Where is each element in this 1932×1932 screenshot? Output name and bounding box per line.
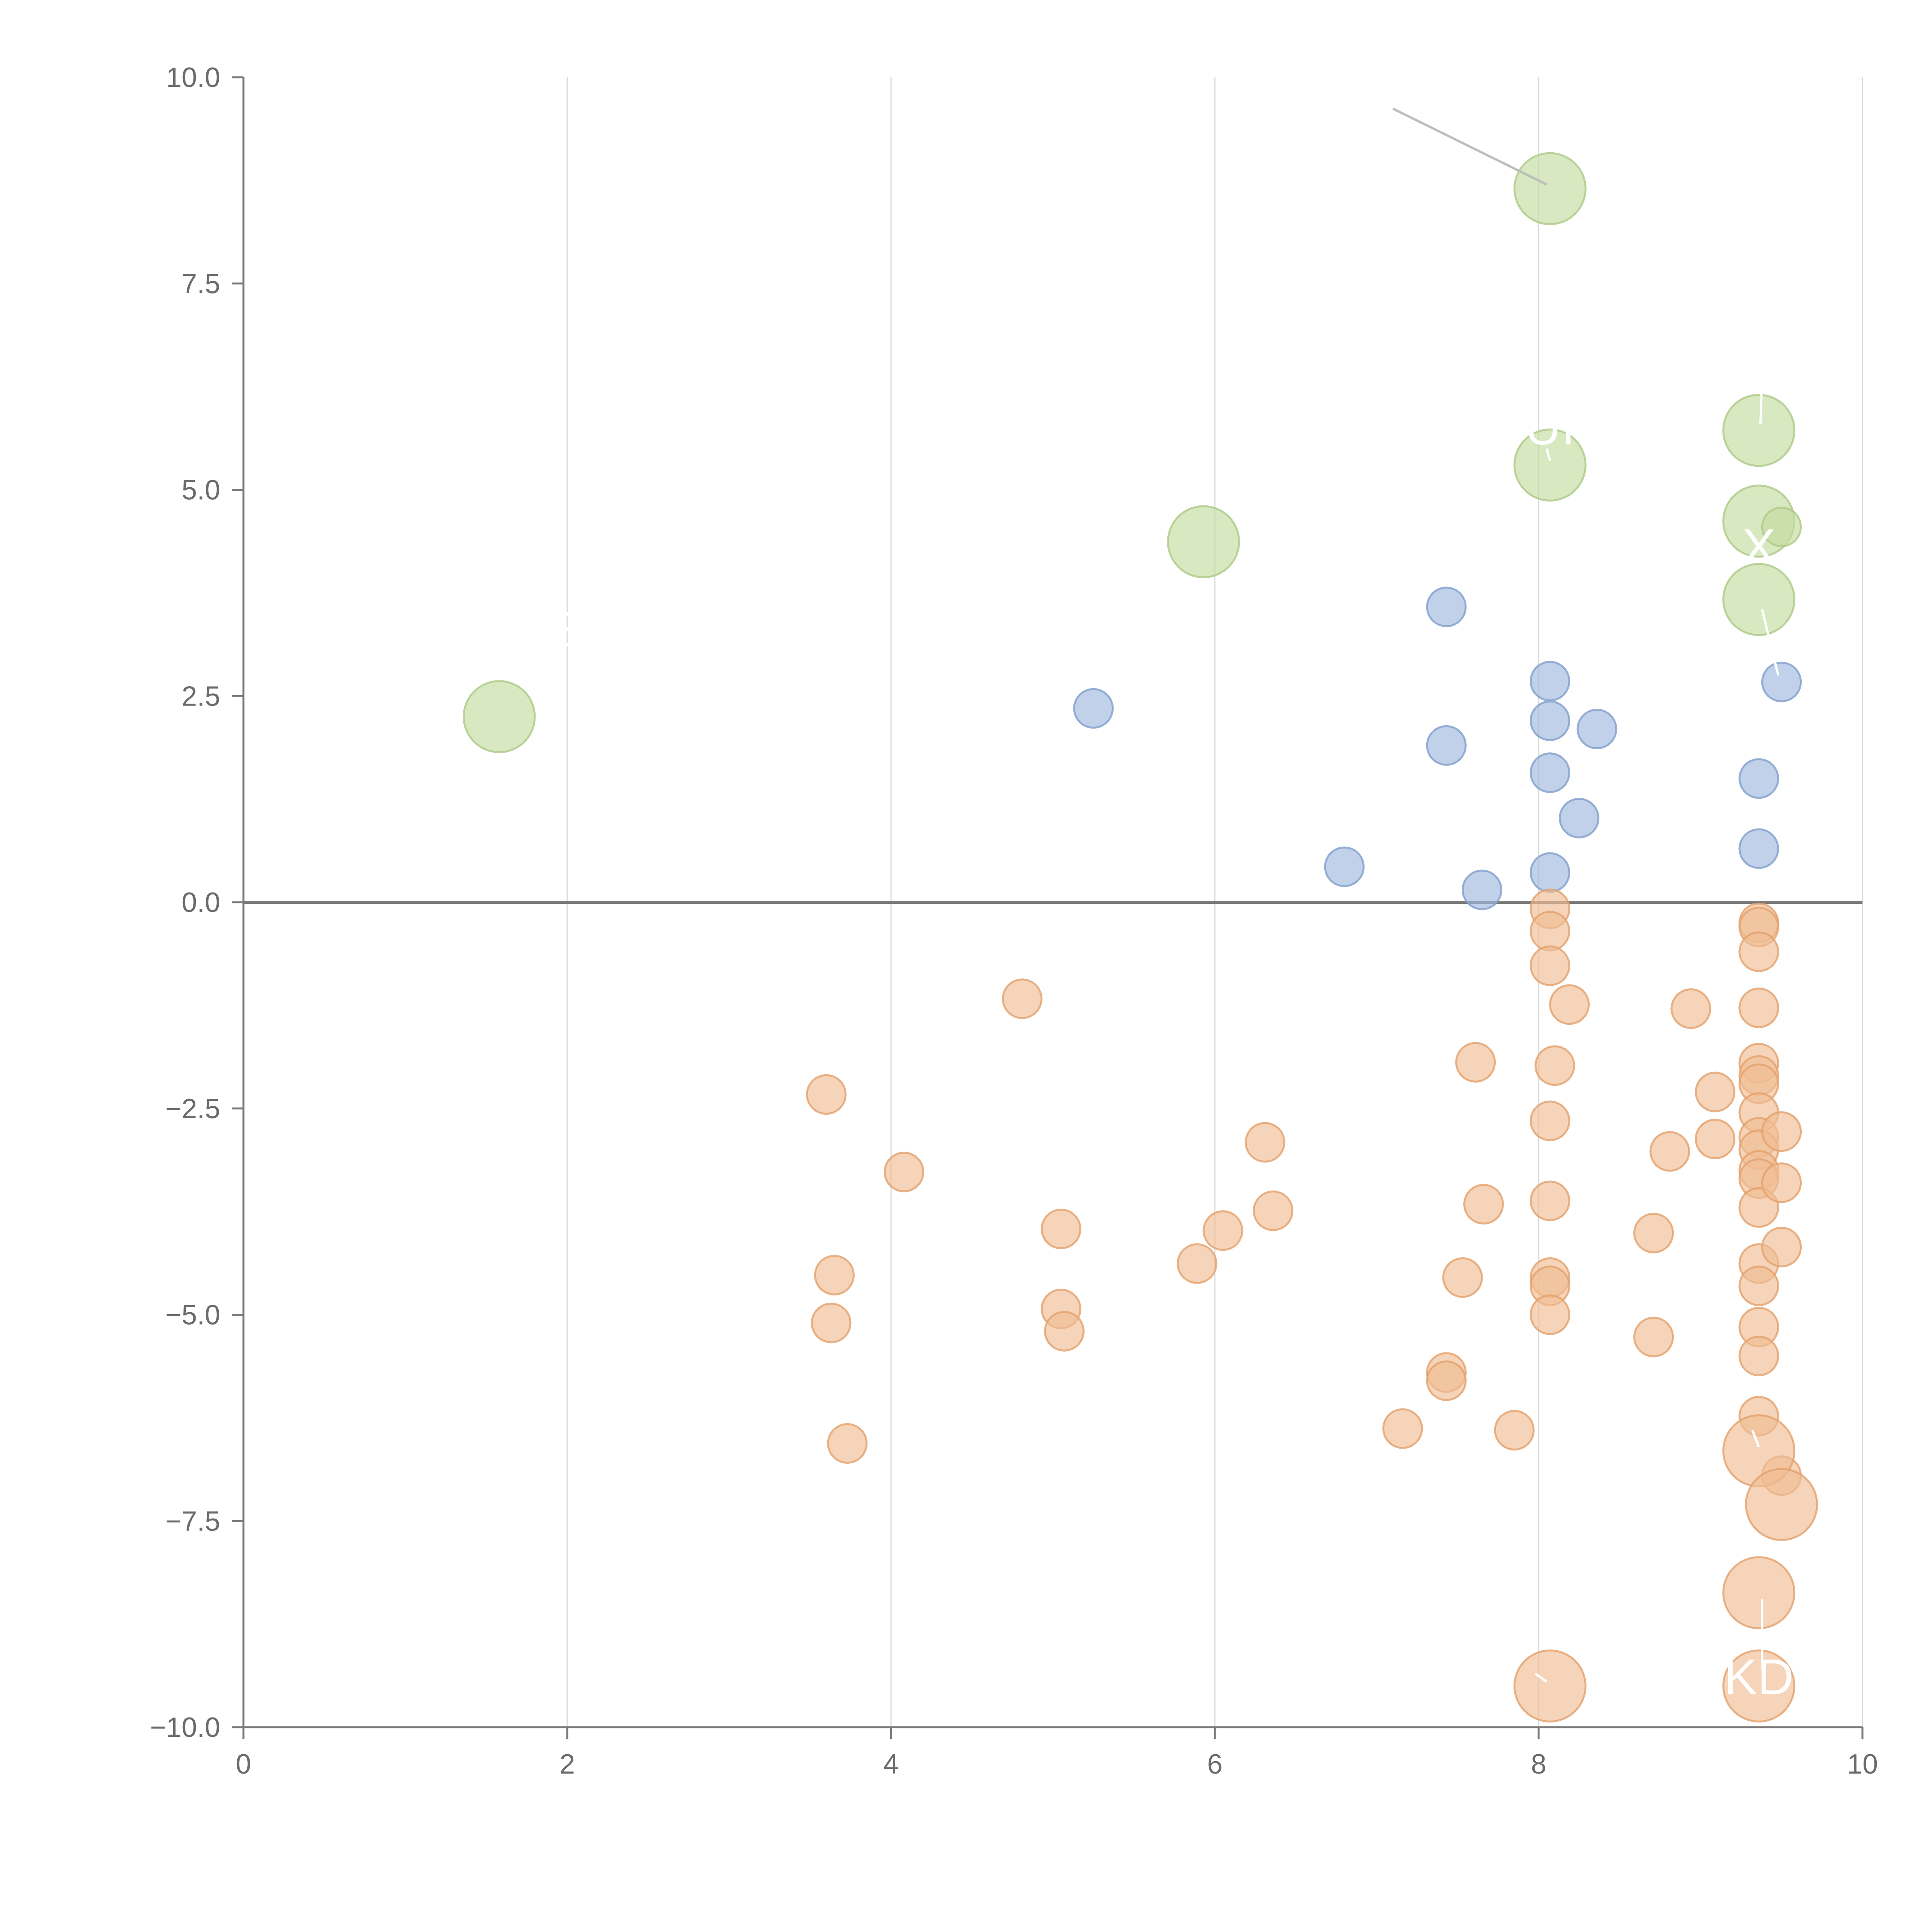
data-point-negative: [1044, 1311, 1085, 1352]
data-points: [463, 152, 1818, 1723]
data-point-highlight: [1167, 505, 1240, 578]
leader-line: [1751, 1430, 1760, 1447]
data-point-highlight: [463, 680, 536, 753]
annotations: UI E X KD: [551, 399, 1794, 1705]
axis-ticks: 0 2 4 6 8 10 10.0 7.5 5.0 2.5 0.0 −2.5 −5.0 −7.5 −10.0: [150, 62, 1878, 1780]
data-point-negative: [1529, 1294, 1570, 1335]
x-tick-label: 4: [883, 1749, 899, 1780]
data-point-positive: [1324, 846, 1365, 887]
data-point-highlight: [1513, 428, 1587, 502]
data-point-negative: [811, 1303, 852, 1344]
data-point-negative: [814, 1255, 855, 1296]
data-point-positive: [1577, 709, 1617, 750]
data-point-positive: [1761, 662, 1802, 702]
data-point-negative: [806, 1074, 847, 1115]
leader-line: [1534, 1672, 1548, 1683]
data-point-negative: [1529, 1180, 1570, 1221]
data-point-negative: [1738, 1335, 1779, 1376]
data-point-negative: [1738, 1265, 1779, 1306]
data-point-negative: [1177, 1243, 1218, 1284]
data-point-positive: [1738, 758, 1779, 799]
data-point-negative-large: [1745, 1468, 1818, 1541]
y-tick-label: 7.5: [182, 269, 220, 299]
data-point-negative: [1202, 1210, 1243, 1251]
data-point-positive: [1738, 828, 1779, 869]
y-tick-label: −2.5: [165, 1094, 220, 1124]
data-point-positive: [1461, 869, 1502, 910]
data-point-negative: [1761, 1111, 1802, 1152]
data-point-negative: [1426, 1360, 1467, 1401]
y-tick-label: 10.0: [166, 62, 220, 93]
y-tick-label: −10.0: [150, 1712, 220, 1743]
annotation-label: X: [1742, 519, 1776, 575]
data-point-negative-large: [1722, 1649, 1796, 1723]
data-point-negative: [1534, 1045, 1575, 1086]
data-point-negative: [1738, 987, 1779, 1028]
leader-lines: [1392, 107, 1780, 1689]
y-tick-label: 2.5: [182, 681, 220, 712]
leader-line: [1759, 378, 1764, 424]
data-point-positive: [1529, 852, 1570, 893]
data-point-negative: [1695, 1071, 1736, 1112]
data-point-negative: [1529, 945, 1570, 986]
data-point-negative: [1670, 988, 1711, 1029]
data-point-negative: [1455, 1042, 1496, 1083]
data-point-highlight: [1513, 152, 1587, 225]
y-tick-label: 0.0: [182, 887, 220, 918]
y-tick-label: 5.0: [182, 475, 220, 506]
data-point-negative: [1549, 984, 1590, 1025]
data-point-negative: [1761, 1162, 1802, 1203]
data-point-negative-large: [1722, 1556, 1796, 1629]
x-tick-label: 8: [1531, 1749, 1546, 1780]
data-point-negative: [1002, 978, 1043, 1019]
data-point-negative-large: [1513, 1649, 1587, 1723]
annotation-label: UI: [1525, 399, 1575, 455]
data-point-highlight-small: [1761, 507, 1802, 548]
data-point-positive: [1426, 587, 1467, 628]
data-point-positive: [1529, 661, 1570, 702]
data-point-positive: [1529, 700, 1570, 741]
data-point-negative: [884, 1151, 925, 1192]
data-point-negative: [1245, 1122, 1286, 1163]
data-point-negative: [1494, 1410, 1535, 1451]
data-point-negative: [1529, 911, 1570, 952]
data-point-negative: [1649, 1131, 1690, 1172]
data-point-positive: [1529, 752, 1570, 793]
x-tick-label: 0: [236, 1749, 251, 1780]
data-point-positive: [1073, 688, 1114, 729]
x-tick-label: 10: [1847, 1749, 1878, 1780]
leader-line: [1392, 107, 1548, 186]
data-point-negative: [1463, 1184, 1504, 1225]
annotation-label: E: [551, 601, 584, 657]
x-tick-label: 2: [560, 1749, 575, 1780]
x-tick-label: 6: [1207, 1749, 1223, 1780]
data-point-negative: [827, 1423, 868, 1464]
data-point-negative: [1633, 1316, 1674, 1357]
data-point-negative: [1442, 1257, 1483, 1298]
data-point-negative: [1761, 1226, 1802, 1267]
data-point-negative: [1695, 1119, 1736, 1160]
data-point-negative: [1382, 1408, 1423, 1449]
leader-line: [1546, 448, 1551, 461]
data-point-positive: [1426, 725, 1467, 766]
data-point-negative: [1738, 931, 1779, 972]
data-point-negative: [1041, 1208, 1082, 1249]
y-tick-label: −5.0: [165, 1300, 220, 1331]
leader-line: [1761, 609, 1780, 676]
data-point-highlight: [1722, 394, 1796, 467]
annotation-label: KD: [1724, 1649, 1794, 1705]
data-point-negative: [1253, 1190, 1294, 1231]
data-point-positive: [1559, 798, 1600, 838]
data-point-negative: [1633, 1213, 1674, 1253]
y-tick-label: −7.5: [165, 1506, 220, 1537]
data-point-negative: [1529, 1100, 1570, 1141]
data-point-highlight: [1722, 563, 1796, 636]
axes: [242, 77, 1862, 1728]
